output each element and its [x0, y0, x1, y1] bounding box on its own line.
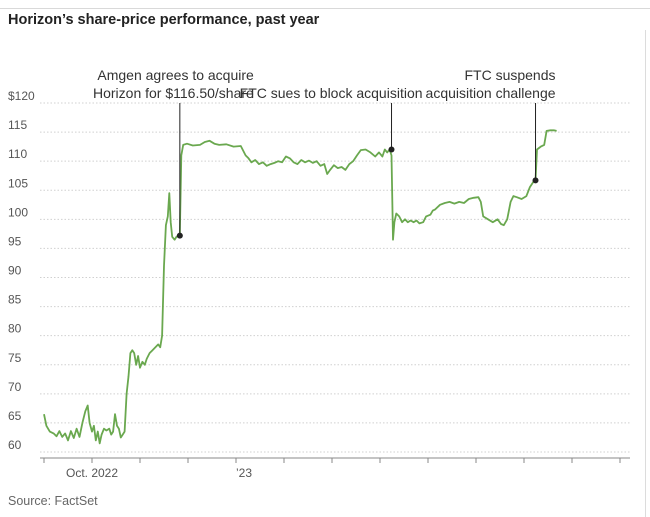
y-tick-label: $120	[8, 89, 35, 103]
y-tick-label: 90	[8, 264, 22, 278]
annotation-marker-ftc-sues	[388, 146, 395, 153]
grid-lines	[40, 102, 630, 453]
y-tick-label: 115	[8, 118, 27, 132]
top-rule	[0, 8, 650, 9]
series-line-horizon	[43, 129, 557, 445]
y-tick-label: 95	[8, 234, 22, 248]
event-annotations: Amgen agrees to acquire Horizon for $116.…	[93, 67, 556, 239]
right-edge-rule	[645, 30, 646, 517]
price-series	[43, 129, 557, 445]
x-axis: Oct. 2022 ’23	[40, 457, 630, 480]
y-tick-label: 80	[8, 322, 22, 336]
source-note: Source: FactSet	[8, 494, 98, 508]
annotation-label-ftc-suspends: acquisition challenge	[426, 85, 556, 101]
x-tick-label: ’23	[236, 466, 252, 480]
annotation-label-amgen: Horizon for $116.50/share	[93, 85, 254, 101]
y-tick-label: 85	[8, 293, 22, 307]
y-tick-label: 75	[8, 351, 22, 365]
y-tick-label: 70	[8, 380, 22, 394]
annotation-marker-amgen	[176, 232, 183, 239]
annotation-label-ftc-sues: FTC sues to block acquisition	[240, 85, 423, 101]
y-axis-ticks: $120 115 110 105 100 95 90 85 80 75 70 65 60	[8, 89, 35, 452]
y-tick-label: 65	[8, 409, 22, 423]
y-tick-label: 105	[8, 176, 28, 190]
annotation-label-ftc-suspends: FTC suspends	[464, 67, 555, 83]
annotation-label-amgen: Amgen agrees to acquire	[97, 67, 254, 83]
x-tick-label: Oct. 2022	[66, 466, 118, 480]
annotation-marker-ftc-suspends	[532, 177, 539, 184]
y-tick-label: 100	[8, 205, 28, 219]
y-tick-label: 110	[8, 147, 27, 161]
y-tick-label: 60	[8, 438, 22, 452]
chart-title: Horizon’s share-price performance, past …	[8, 12, 320, 28]
